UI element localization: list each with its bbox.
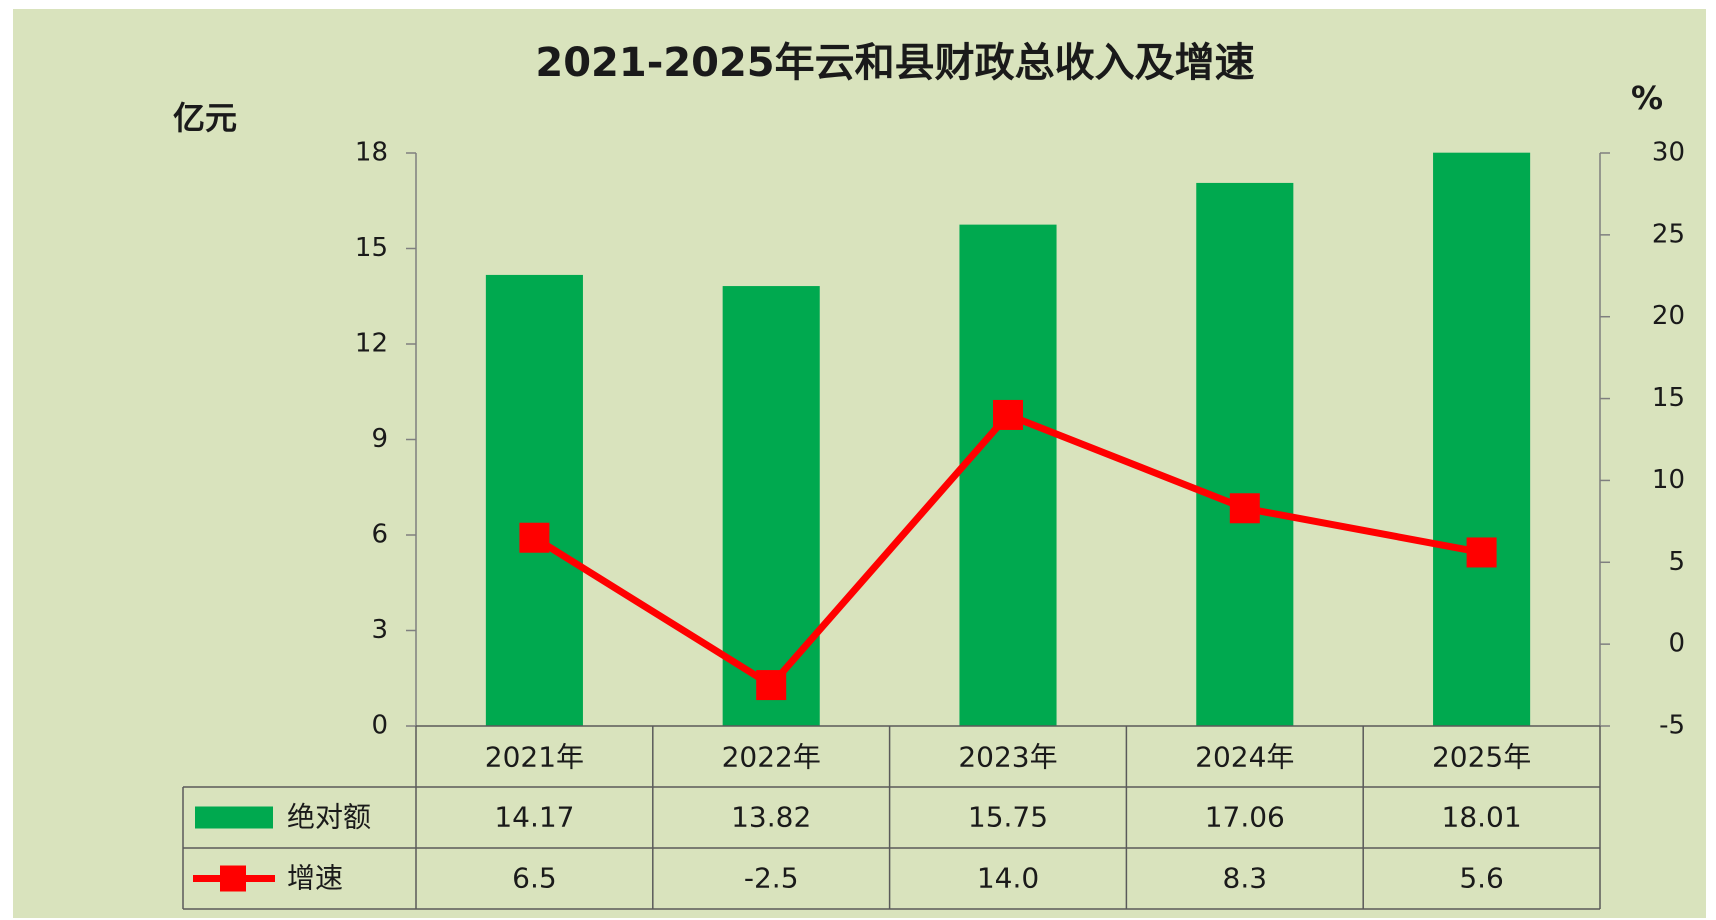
y2-tick-label: 10 <box>1652 465 1685 495</box>
table-value: 14.17 <box>494 801 574 834</box>
chart-background <box>13 9 1706 918</box>
bar <box>1196 182 1294 726</box>
x-tick-label: 2021年 <box>485 741 584 774</box>
table-value: 13.82 <box>731 801 811 834</box>
y2-tick-label: 15 <box>1652 383 1685 413</box>
table-value: 18.01 <box>1442 801 1522 834</box>
y-axis-label: 亿元 <box>173 99 237 137</box>
y2-tick-label: 20 <box>1652 301 1685 331</box>
table-value: 8.3 <box>1223 862 1268 895</box>
legend-label: 增速 <box>287 862 343 895</box>
marker <box>993 399 1023 430</box>
x-tick-label: 2023年 <box>958 741 1057 774</box>
marker <box>1229 493 1260 524</box>
table-value: -2.5 <box>744 862 799 895</box>
table-value: 15.75 <box>968 801 1048 834</box>
marker <box>1466 537 1497 568</box>
bar <box>959 224 1057 726</box>
marker <box>756 670 787 701</box>
y-tick-label: 15 <box>355 233 388 263</box>
y-tick-label: 3 <box>371 615 388 645</box>
bar <box>485 274 583 726</box>
x-tick-label: 2022年 <box>722 741 821 774</box>
x-tick-label: 2025年 <box>1432 741 1531 774</box>
y-tick-label: 12 <box>355 329 388 359</box>
y-tick-label: 9 <box>371 424 388 454</box>
x-tick-label: 2024年 <box>1195 741 1294 774</box>
y2-axis-label: % <box>1631 79 1663 117</box>
table-value: 14.0 <box>977 862 1039 895</box>
table-value: 17.06 <box>1205 801 1285 834</box>
y-tick-label: 6 <box>371 520 388 550</box>
chart-title: 2021-2025年云和县财政总收入及增速 <box>535 40 1254 86</box>
marker <box>519 522 550 553</box>
legend-swatch <box>220 865 246 892</box>
y2-tick-label: -5 <box>1659 711 1685 741</box>
legend-label: 绝对额 <box>287 801 371 834</box>
bar <box>1433 152 1531 727</box>
y-tick-label: 18 <box>355 138 388 168</box>
y2-tick-label: 25 <box>1652 219 1685 249</box>
legend-swatch <box>195 806 273 829</box>
y2-tick-label: 0 <box>1668 629 1685 659</box>
table-value: 6.5 <box>512 862 557 895</box>
y2-tick-label: 30 <box>1652 138 1685 168</box>
table-value: 5.6 <box>1459 862 1504 895</box>
y-tick-label: 0 <box>371 711 388 741</box>
y2-tick-label: 5 <box>1668 547 1685 577</box>
